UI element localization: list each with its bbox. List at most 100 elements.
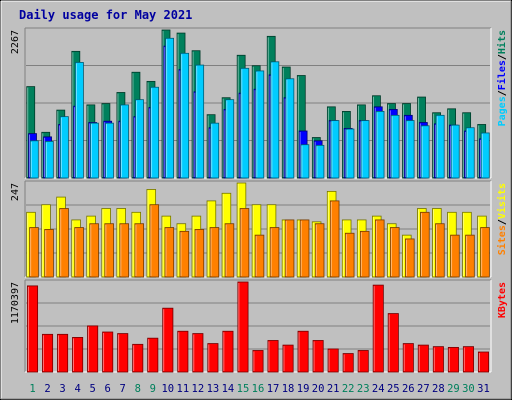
bar-pages-day-20 bbox=[315, 144, 325, 179]
panel-visits-sites: 247 Sites/Visits bbox=[10, 180, 508, 278]
bar-pages-day-19 bbox=[300, 144, 310, 179]
legend-entry: / bbox=[497, 90, 508, 96]
bar-pages-day-23 bbox=[360, 120, 370, 179]
bar-kbytes-day-27 bbox=[417, 344, 429, 373]
bar-kbytes-day-12 bbox=[192, 333, 204, 373]
bar-pages-day-31 bbox=[480, 132, 490, 179]
bar-sites-day-24 bbox=[374, 219, 385, 278]
legend: KBytes bbox=[497, 282, 508, 318]
bar-kbytes-day-3 bbox=[57, 333, 69, 373]
bar-pages-day-11 bbox=[180, 52, 190, 179]
x-tick-label-12: 12 bbox=[192, 383, 205, 395]
bar-sites-day-4 bbox=[74, 227, 84, 278]
bar-pages-day-25 bbox=[390, 114, 400, 179]
y-max-label: 2267 bbox=[10, 30, 21, 54]
bar-pages-day-5 bbox=[90, 122, 99, 179]
y-max-label: 1170397 bbox=[10, 282, 21, 324]
bar-kbytes-day-11 bbox=[177, 330, 189, 373]
bar-pages-day-9 bbox=[150, 86, 159, 179]
bar-pages-day-13 bbox=[210, 122, 220, 179]
bar-sites-day-11 bbox=[179, 230, 190, 278]
x-tick-label-5: 5 bbox=[89, 383, 95, 395]
bar-kbytes-day-23 bbox=[357, 350, 369, 373]
bar-kbytes-day-26 bbox=[402, 343, 414, 373]
x-tick-label-14: 14 bbox=[222, 383, 235, 395]
bar-pages-day-24 bbox=[375, 111, 385, 179]
bar-kbytes-day-1 bbox=[27, 285, 39, 373]
legend-entry: / bbox=[497, 219, 508, 225]
legend-entry: KBytes bbox=[497, 282, 508, 318]
bar-sites-day-12 bbox=[194, 229, 205, 278]
bar-sites-day-13 bbox=[209, 227, 220, 278]
bar-sites-day-29 bbox=[450, 234, 460, 278]
bar-sites-day-21 bbox=[329, 200, 340, 278]
bar-kbytes-day-9 bbox=[147, 337, 159, 373]
bar-sites-day-15 bbox=[239, 208, 250, 278]
x-tick-label-19: 19 bbox=[297, 383, 310, 395]
x-tick-label-8: 8 bbox=[135, 383, 141, 395]
x-tick-label-10: 10 bbox=[161, 383, 174, 395]
bar-sites-day-7 bbox=[119, 223, 129, 278]
legend: Sites/Visits bbox=[496, 183, 508, 255]
bar-kbytes-day-5 bbox=[87, 325, 99, 373]
bar-kbytes-day-13 bbox=[207, 343, 219, 373]
x-tick-label-26: 26 bbox=[402, 383, 415, 395]
bar-sites-day-14 bbox=[224, 223, 235, 278]
x-tick-label-18: 18 bbox=[282, 383, 295, 395]
bar-sites-day-9 bbox=[149, 204, 160, 278]
bar-pages-day-8 bbox=[135, 99, 144, 179]
x-tick-label-7: 7 bbox=[120, 383, 126, 395]
bar-sites-day-20 bbox=[314, 223, 325, 278]
y-max-label: 247 bbox=[10, 183, 21, 201]
bar-sites-day-31 bbox=[480, 227, 490, 278]
bar-kbytes-day-22 bbox=[342, 353, 354, 373]
bar-kbytes-day-15 bbox=[237, 281, 249, 373]
x-tick-label-3: 3 bbox=[59, 383, 65, 395]
legend-entry: Sites bbox=[496, 225, 508, 255]
bar-kbytes-day-19 bbox=[297, 330, 309, 373]
panel-hits-files-pages: 2267 Pages/Files/Hits bbox=[10, 27, 508, 179]
x-tick-label-20: 20 bbox=[312, 383, 325, 395]
bar-sites-day-26 bbox=[405, 238, 415, 278]
bar-pages-day-15 bbox=[240, 67, 250, 179]
bar-kbytes-day-6 bbox=[102, 331, 114, 373]
bar-kbytes-day-31 bbox=[477, 351, 489, 373]
bar-sites-day-28 bbox=[435, 223, 445, 278]
bar-pages-day-27 bbox=[420, 125, 430, 179]
x-tick-label-25: 25 bbox=[387, 383, 400, 395]
bar-kbytes-day-10 bbox=[162, 307, 174, 373]
bar-sites-day-25 bbox=[390, 227, 400, 278]
bar-pages-day-1 bbox=[29, 140, 39, 179]
bar-sites-day-2 bbox=[44, 229, 54, 278]
x-tick-label-23: 23 bbox=[357, 383, 370, 395]
bar-kbytes-day-4 bbox=[72, 336, 84, 373]
bar-pages-day-7 bbox=[120, 104, 129, 179]
bar-pages-day-4 bbox=[75, 62, 84, 179]
x-tick-label-6: 6 bbox=[105, 383, 111, 395]
bar-kbytes-day-17 bbox=[267, 340, 279, 373]
legend-entry: Files bbox=[496, 60, 508, 90]
bar-sites-day-6 bbox=[104, 223, 114, 278]
bar-sites-day-10 bbox=[164, 227, 175, 278]
bar-pages-day-12 bbox=[195, 64, 205, 179]
x-tick-label-15: 15 bbox=[237, 383, 250, 395]
bar-pages-day-17 bbox=[270, 61, 280, 179]
bar-kbytes-day-14 bbox=[222, 330, 234, 373]
bar-kbytes-day-25 bbox=[387, 313, 399, 373]
x-tick-label-29: 29 bbox=[447, 383, 460, 395]
x-tick-label-31: 31 bbox=[477, 383, 490, 395]
x-tick-label-4: 4 bbox=[74, 383, 80, 395]
bar-pages-day-29 bbox=[450, 124, 460, 179]
x-tick-label-22: 22 bbox=[342, 383, 355, 395]
legend: Pages/Files/Hits bbox=[496, 30, 508, 126]
bar-kbytes-day-21 bbox=[327, 348, 339, 373]
bar-sites-day-17 bbox=[269, 227, 280, 278]
bar-pages-day-28 bbox=[435, 114, 445, 179]
bar-sites-day-8 bbox=[134, 223, 145, 278]
x-tick-label-30: 30 bbox=[462, 383, 475, 395]
bar-sites-day-1 bbox=[29, 227, 39, 278]
bar-kbytes-day-29 bbox=[447, 346, 459, 373]
bar-kbytes-day-7 bbox=[117, 333, 129, 373]
bar-kbytes-day-20 bbox=[312, 340, 324, 373]
